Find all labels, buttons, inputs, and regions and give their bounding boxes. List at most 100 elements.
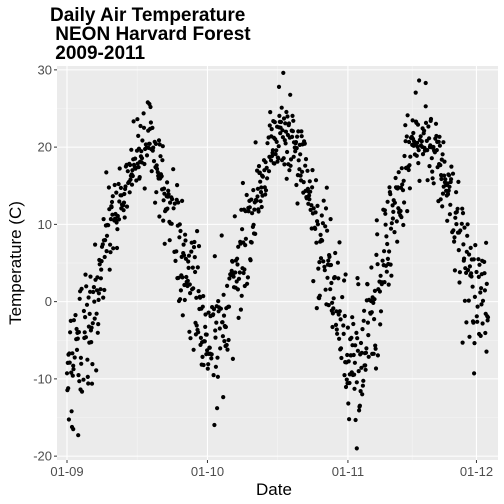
data-point <box>245 275 250 280</box>
data-point <box>123 184 128 189</box>
data-point <box>176 275 181 280</box>
data-point <box>305 168 310 173</box>
data-point <box>206 362 211 367</box>
data-point <box>274 139 279 144</box>
data-point <box>178 297 183 302</box>
data-point <box>181 242 186 247</box>
data-point <box>427 164 432 169</box>
data-point <box>66 417 71 422</box>
data-point <box>69 409 74 414</box>
data-point <box>67 351 72 356</box>
data-point <box>407 139 412 145</box>
data-point <box>72 355 77 360</box>
data-point <box>323 287 328 292</box>
data-point <box>151 145 156 150</box>
data-point <box>472 341 477 346</box>
data-point <box>251 222 256 227</box>
data-point <box>460 206 465 211</box>
data-point <box>171 167 176 172</box>
data-point <box>109 199 115 205</box>
data-point <box>85 357 90 362</box>
data-point <box>288 157 294 162</box>
data-point <box>103 238 108 243</box>
data-point <box>313 178 319 183</box>
data-point <box>281 156 286 161</box>
data-point <box>221 292 226 297</box>
data-point <box>360 383 365 388</box>
data-point <box>442 173 447 178</box>
data-point <box>90 321 95 326</box>
data-point <box>352 386 357 391</box>
data-point <box>227 276 232 281</box>
data-point <box>166 192 171 197</box>
data-point <box>95 330 100 335</box>
data-point <box>89 381 95 386</box>
data-point <box>293 140 299 145</box>
data-point <box>102 287 107 293</box>
data-point <box>116 217 122 222</box>
data-point <box>331 306 336 311</box>
data-point <box>425 148 430 153</box>
data-point <box>291 118 296 123</box>
data-point <box>371 300 376 305</box>
data-point <box>159 174 164 179</box>
data-point <box>382 249 387 254</box>
data-point <box>290 129 295 134</box>
data-point <box>290 113 295 118</box>
data-point <box>437 143 442 148</box>
data-point <box>114 220 119 225</box>
data-point <box>230 259 235 264</box>
data-point <box>250 211 255 216</box>
data-point <box>339 355 344 361</box>
data-point <box>211 307 217 312</box>
data-point <box>245 281 250 286</box>
data-point <box>385 256 390 261</box>
data-point <box>84 284 89 289</box>
data-point <box>239 293 244 298</box>
data-point <box>154 166 160 171</box>
data-point <box>318 256 324 261</box>
data-point <box>382 280 387 285</box>
data-point <box>440 152 445 157</box>
data-point <box>440 191 446 196</box>
data-point <box>253 231 258 236</box>
data-point <box>373 346 378 351</box>
data-point <box>392 200 397 205</box>
data-point <box>104 233 110 238</box>
data-point <box>98 287 103 292</box>
y-tick-label: -10 <box>33 371 52 386</box>
data-point <box>277 113 282 118</box>
data-point <box>215 406 220 411</box>
data-point <box>378 309 384 314</box>
data-point <box>192 239 197 245</box>
data-point <box>104 170 109 175</box>
data-point <box>240 180 245 186</box>
data-point <box>216 299 221 304</box>
data-point <box>97 262 102 267</box>
data-point <box>195 265 200 270</box>
data-point <box>373 366 379 371</box>
data-point <box>83 315 88 320</box>
data-point <box>326 303 331 308</box>
data-point <box>291 154 296 159</box>
data-point <box>71 318 76 323</box>
data-point <box>183 238 188 243</box>
data-point <box>317 260 322 265</box>
data-point <box>378 273 383 278</box>
data-point <box>156 138 162 143</box>
data-point <box>144 153 150 158</box>
data-point <box>283 129 289 134</box>
data-point <box>276 156 281 161</box>
data-point <box>442 159 447 164</box>
data-point <box>215 374 220 379</box>
data-point <box>142 161 147 167</box>
data-point <box>101 217 106 222</box>
data-point <box>362 308 367 313</box>
data-point <box>294 182 299 188</box>
data-point <box>230 356 235 361</box>
data-point <box>416 148 421 153</box>
data-point <box>321 198 326 203</box>
data-point <box>403 123 408 128</box>
data-point <box>366 354 371 359</box>
data-point <box>419 139 424 144</box>
